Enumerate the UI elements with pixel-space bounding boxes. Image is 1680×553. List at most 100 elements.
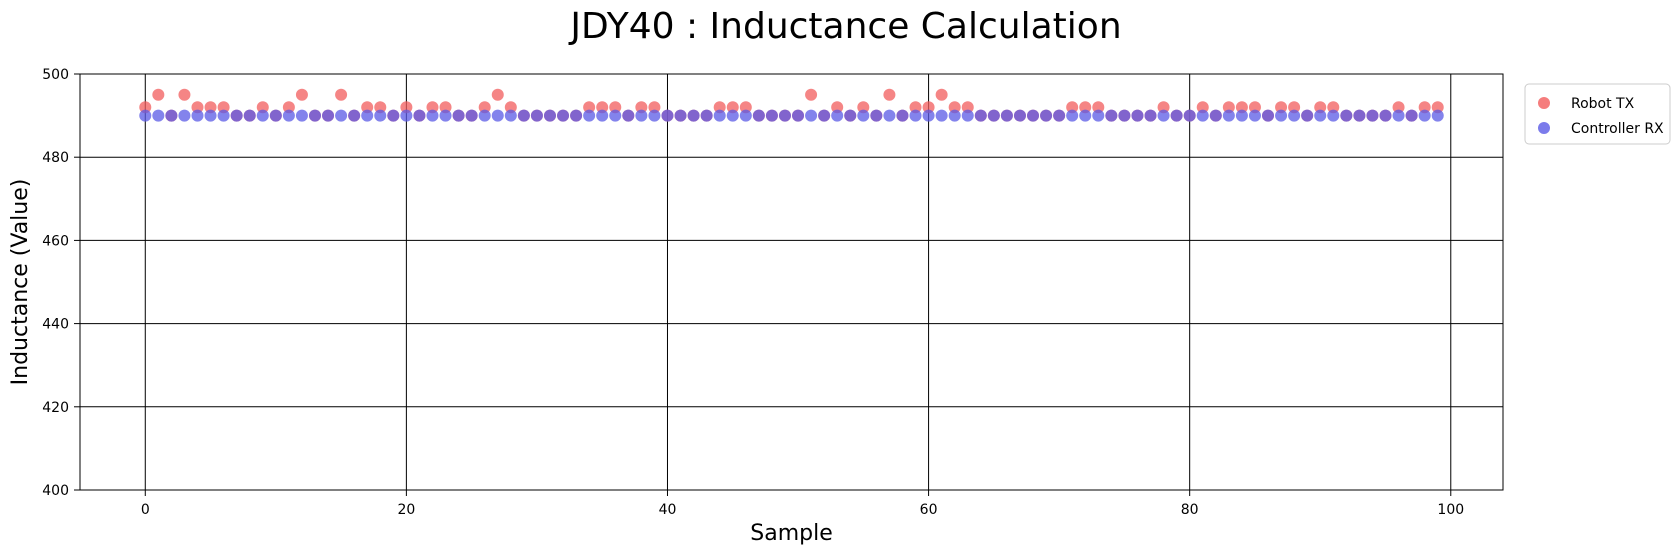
point-robot-tx xyxy=(609,101,622,114)
point-controller-rx xyxy=(217,109,230,122)
point-controller-rx xyxy=(570,109,583,122)
point-controller-rx xyxy=(583,109,596,122)
y-tick-label: 440 xyxy=(42,317,69,333)
point-controller-rx xyxy=(792,109,805,122)
point-controller-rx xyxy=(1366,109,1379,122)
point-controller-rx xyxy=(674,109,687,122)
point-controller-rx xyxy=(1275,109,1288,122)
legend-label-robot-tx: Robot TX xyxy=(1571,96,1635,112)
point-controller-rx xyxy=(243,109,256,122)
point-robot-tx xyxy=(1222,101,1235,114)
point-controller-rx xyxy=(165,109,178,122)
point-robot-tx xyxy=(1079,101,1092,114)
point-controller-rx xyxy=(1288,109,1301,122)
point-robot-tx xyxy=(922,101,935,114)
point-controller-rx xyxy=(1327,109,1340,122)
point-controller-rx xyxy=(739,109,752,122)
point-controller-rx xyxy=(974,109,987,122)
data-points xyxy=(139,88,1444,122)
point-controller-rx xyxy=(1340,109,1353,122)
point-robot-tx xyxy=(295,88,308,101)
legend-frame xyxy=(1524,83,1671,145)
point-controller-rx xyxy=(1013,109,1026,122)
point-controller-rx xyxy=(1405,109,1418,122)
x-tick-label: 60 xyxy=(920,502,938,518)
point-controller-rx xyxy=(922,109,935,122)
point-controller-rx xyxy=(374,109,387,122)
point-robot-tx xyxy=(1248,101,1261,114)
grid xyxy=(80,73,1503,491)
point-controller-rx xyxy=(426,109,439,122)
point-robot-tx xyxy=(439,101,452,114)
point-controller-rx xyxy=(987,109,1000,122)
point-robot-tx xyxy=(583,101,596,114)
point-controller-rx xyxy=(191,109,204,122)
point-controller-rx xyxy=(1170,109,1183,122)
point-controller-rx xyxy=(335,109,348,122)
plot-area xyxy=(79,73,1504,491)
y-tick-label: 400 xyxy=(42,483,69,499)
point-controller-rx xyxy=(752,109,765,122)
point-robot-tx xyxy=(256,101,269,114)
legend-label-controller-rx: Controller RX xyxy=(1571,121,1664,137)
point-controller-rx xyxy=(870,109,883,122)
point-controller-rx xyxy=(452,109,465,122)
point-robot-tx xyxy=(1275,101,1288,114)
x-tick-label: 20 xyxy=(397,502,415,518)
point-controller-rx xyxy=(1066,109,1079,122)
point-controller-rx xyxy=(139,109,152,122)
point-robot-tx xyxy=(935,88,948,101)
point-controller-rx xyxy=(282,109,295,122)
point-controller-rx xyxy=(1131,109,1144,122)
x-tick-label: 80 xyxy=(1181,502,1199,518)
point-controller-rx xyxy=(152,109,165,122)
point-controller-rx xyxy=(765,109,778,122)
point-controller-rx xyxy=(1092,109,1105,122)
point-controller-rx xyxy=(178,109,191,122)
x-tick-label: 100 xyxy=(1437,502,1464,518)
point-robot-tx xyxy=(491,88,504,101)
point-controller-rx xyxy=(543,109,556,122)
point-robot-tx xyxy=(204,101,217,114)
point-robot-tx xyxy=(1418,101,1431,114)
point-robot-tx xyxy=(948,101,961,114)
point-robot-tx xyxy=(713,101,726,114)
point-robot-tx xyxy=(361,101,374,114)
point-robot-tx xyxy=(478,101,491,114)
point-robot-tx xyxy=(857,101,870,114)
point-controller-rx xyxy=(400,109,413,122)
point-controller-rx xyxy=(1431,109,1444,122)
point-controller-rx xyxy=(322,109,335,122)
point-robot-tx xyxy=(426,101,439,114)
legend: Robot TX Controller RX xyxy=(1524,83,1671,145)
point-robot-tx xyxy=(635,101,648,114)
point-controller-rx xyxy=(1157,109,1170,122)
point-robot-tx xyxy=(648,101,661,114)
point-robot-tx xyxy=(1157,101,1170,114)
point-controller-rx xyxy=(557,109,570,122)
point-robot-tx xyxy=(1314,101,1327,114)
point-controller-rx xyxy=(1105,109,1118,122)
point-controller-rx xyxy=(1000,109,1013,122)
point-controller-rx xyxy=(1314,109,1327,122)
y-tick-label: 420 xyxy=(42,400,69,416)
point-controller-rx xyxy=(1144,109,1157,122)
point-controller-rx xyxy=(961,109,974,122)
point-controller-rx xyxy=(439,109,452,122)
point-controller-rx xyxy=(713,109,726,122)
point-controller-rx xyxy=(818,109,831,122)
point-controller-rx xyxy=(465,109,478,122)
point-controller-rx xyxy=(1027,109,1040,122)
point-robot-tx xyxy=(1431,101,1444,114)
point-robot-tx xyxy=(335,88,348,101)
point-controller-rx xyxy=(726,109,739,122)
x-axis-label: Sample xyxy=(750,521,833,546)
point-controller-rx xyxy=(1392,109,1405,122)
point-controller-rx xyxy=(700,109,713,122)
point-controller-rx xyxy=(1079,109,1092,122)
y-tick-label: 460 xyxy=(42,233,69,249)
y-tick-label: 480 xyxy=(42,150,69,166)
legend-marker-robot-tx xyxy=(1538,97,1550,109)
y-axis-label: Inductance (Value) xyxy=(8,179,33,386)
point-controller-rx xyxy=(661,109,674,122)
